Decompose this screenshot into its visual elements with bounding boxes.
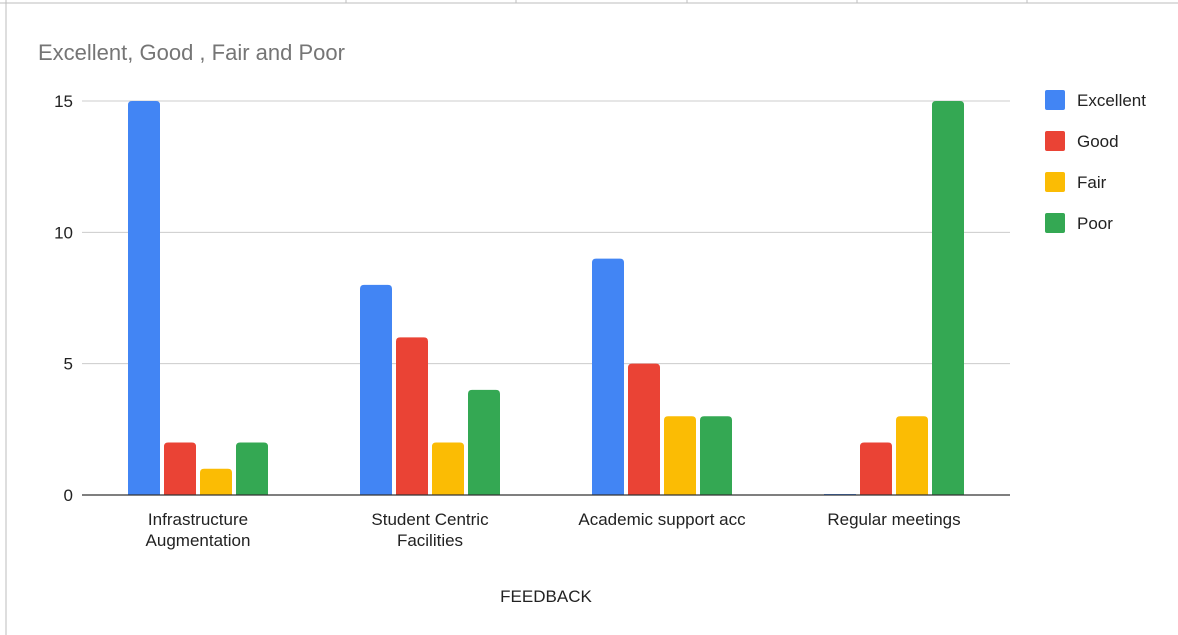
- legend-label: Fair: [1077, 173, 1107, 192]
- x-category-label: Infrastructure Augmentation: [146, 510, 251, 550]
- bar-excellent-1: [360, 284, 392, 495]
- legend-swatch: [1045, 90, 1065, 110]
- bar-excellent-0: [128, 101, 160, 495]
- bar-poor-2: [700, 416, 732, 495]
- bar-good-3: [860, 442, 892, 495]
- legend-item-poor: Poor: [1045, 213, 1113, 233]
- y-tick-label: 15: [54, 92, 73, 111]
- x-category-label: Academic support acc: [578, 510, 746, 529]
- legend-label: Poor: [1077, 214, 1113, 233]
- bar-good-0: [164, 442, 196, 495]
- legend-item-excellent: Excellent: [1045, 90, 1146, 110]
- legend-label: Good: [1077, 132, 1119, 151]
- x-axis-label: FEEDBACK: [500, 587, 592, 606]
- bar-poor-1: [468, 389, 500, 495]
- y-tick-label: 0: [64, 486, 73, 505]
- bars: [128, 101, 964, 495]
- chart-title: Excellent, Good , Fair and Poor: [38, 40, 345, 65]
- bar-excellent-2: [592, 258, 624, 495]
- legend-swatch: [1045, 172, 1065, 192]
- y-tick-label: 10: [54, 223, 73, 242]
- x-category-label: Student Centric Facilities: [371, 510, 489, 550]
- x-category-label: Regular meetings: [827, 510, 960, 529]
- bar-good-1: [396, 337, 428, 495]
- legend-label: Excellent: [1077, 91, 1146, 110]
- legend-item-good: Good: [1045, 131, 1119, 151]
- gridlines: [82, 100, 1010, 365]
- y-axis-ticks: 0 5 10 15: [54, 92, 73, 505]
- bar-poor-3: [932, 101, 964, 495]
- legend-item-fair: Fair: [1045, 172, 1107, 192]
- y-tick-label: 5: [64, 355, 73, 374]
- bar-good-2: [628, 363, 660, 495]
- legend-swatch: [1045, 131, 1065, 151]
- bar-fair-3: [896, 416, 928, 495]
- bar-fair-2: [664, 416, 696, 495]
- bar-fair-1: [432, 442, 464, 495]
- bar-fair-0: [200, 468, 232, 495]
- x-axis-categories: Infrastructure Augmentation Student Centri…: [146, 510, 961, 550]
- legend: Excellent Good Fair Poor: [1045, 90, 1146, 233]
- bar-poor-0: [236, 442, 268, 495]
- legend-swatch: [1045, 213, 1065, 233]
